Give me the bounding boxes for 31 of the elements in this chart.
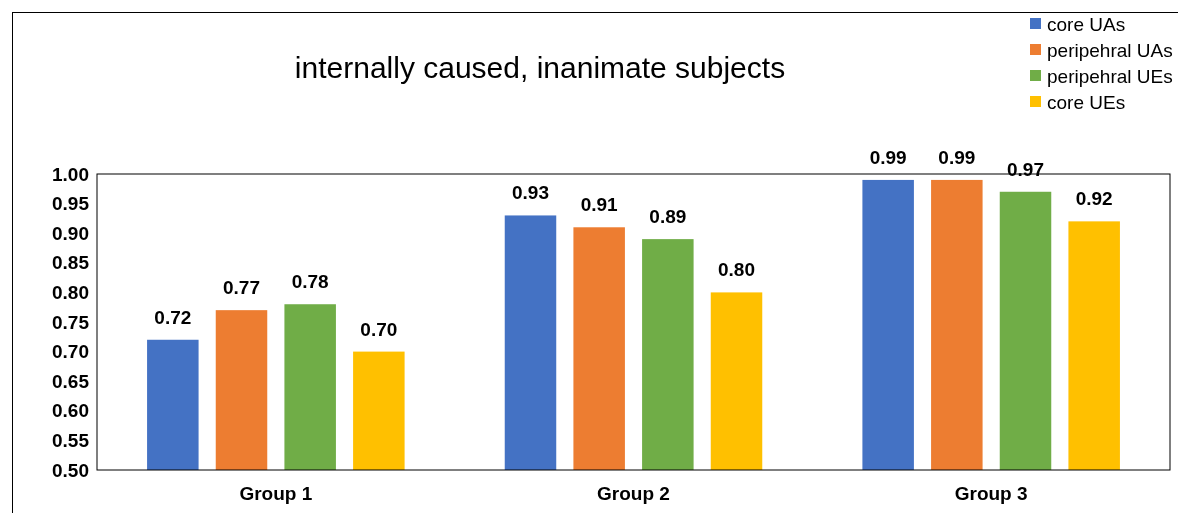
y-tick-label: 0.80 [52, 282, 89, 304]
data-label: 0.80 [718, 259, 755, 281]
y-tick-label: 0.65 [52, 370, 90, 392]
data-label: 0.99 [869, 146, 907, 168]
y-tick-label: 0.50 [52, 459, 89, 481]
data-label: 0.89 [649, 206, 687, 228]
data-label: 0.99 [938, 146, 976, 168]
y-tick-label: 0.55 [52, 430, 90, 452]
legend-label: core UAs [1047, 13, 1126, 35]
data-label: 0.70 [360, 318, 398, 340]
x-tick-label: Group 3 [954, 483, 1028, 504]
y-tick-label: 0.90 [52, 222, 89, 244]
legend-label: peripehral UEs [1047, 65, 1173, 87]
y-tick-label: 0.95 [52, 193, 90, 215]
chart-title: internally caused, inanimate subjects [294, 51, 786, 84]
y-tick-label: 0.75 [52, 311, 90, 333]
data-label: 0.92 [1075, 188, 1113, 210]
data-label: 0.97 [1007, 158, 1044, 180]
y-tick-label: 0.85 [52, 252, 90, 274]
y-tick-label: 1.00 [52, 163, 89, 185]
y-tick-label: 0.70 [52, 341, 89, 363]
data-label: 0.91 [580, 194, 619, 216]
legend-label: core UEs [1047, 91, 1126, 113]
y-tick-label: 0.60 [52, 400, 89, 422]
data-label: 0.93 [512, 182, 549, 204]
legend-label: peripehral UAs [1047, 39, 1173, 61]
data-label: 0.77 [223, 277, 260, 299]
x-tick-label: Group 2 [597, 483, 670, 504]
data-label: 0.72 [154, 306, 192, 328]
x-tick-label: Group 1 [239, 483, 313, 504]
data-label: 0.78 [291, 271, 329, 293]
